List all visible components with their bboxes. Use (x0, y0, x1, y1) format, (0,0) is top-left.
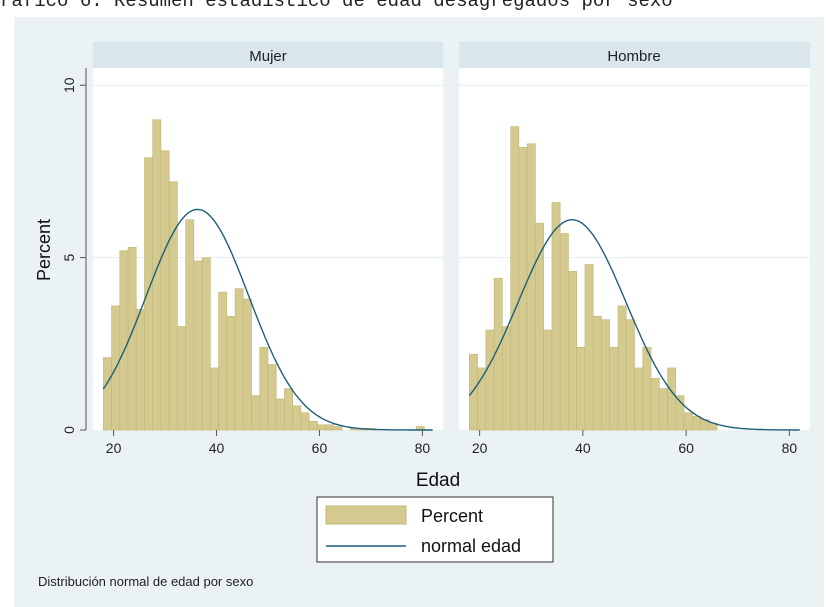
legend-swatch-percent (325, 505, 407, 525)
x-tick-label: 80 (782, 440, 798, 456)
histogram-bar (135, 309, 145, 431)
histogram-bar (584, 264, 594, 431)
histogram-bar (275, 398, 285, 431)
bars-hombre (469, 126, 718, 431)
histogram-bar (317, 424, 326, 431)
y-tick-label: 5 (61, 254, 77, 262)
histogram-bar (551, 202, 561, 431)
histogram-bar (518, 146, 528, 431)
histogram-bar (218, 291, 228, 431)
y-ticks: 0 5 10 (61, 77, 86, 434)
histogram-bar (325, 424, 335, 431)
x-ticks-mujer: 20 40 60 80 (106, 430, 431, 456)
histogram-bar (193, 260, 203, 431)
x-tick-label: 20 (106, 440, 122, 456)
strip-label-mujer: Mujer (249, 48, 287, 65)
y-tick-label: 0 (61, 426, 77, 434)
histogram-bar (251, 395, 261, 431)
normal-curve-hombre (468, 218, 800, 431)
legend: Percent normal edad (316, 496, 554, 563)
histogram-bar (634, 367, 644, 431)
x-tick-label: 20 (472, 440, 488, 456)
histogram-bar (502, 326, 511, 431)
histogram-bar (144, 157, 154, 431)
x-tick-label: 40 (209, 440, 225, 456)
histogram-bar (267, 364, 277, 431)
histogram-bar (119, 250, 129, 431)
y-axis: 0 5 10 Percent (34, 68, 87, 434)
histogram-bar (308, 421, 318, 431)
histogram-bar (333, 426, 343, 431)
histogram-bar (242, 298, 252, 431)
x-tick-label: 80 (415, 440, 431, 456)
normal-curve-mujer (102, 208, 433, 431)
x-tick-label: 60 (312, 440, 328, 456)
histogram-bar (576, 346, 586, 431)
x-axis-label: Edad (416, 470, 460, 491)
x-tick-label: 60 (678, 440, 694, 456)
histogram-bar (683, 412, 693, 431)
figure-caption: ráfico 6. Resumen estadístico de edad de… (0, 0, 673, 12)
histogram-bar (177, 326, 186, 431)
histogram-bar (292, 405, 302, 431)
strip-label-hombre: Hombre (607, 48, 660, 65)
histogram-bar (667, 367, 677, 431)
legend-label-percent: Percent (421, 506, 483, 526)
histogram-bar (510, 126, 520, 431)
bars-mujer (102, 119, 425, 431)
panel-hombre: Hombre 20 40 60 80 (459, 42, 810, 456)
histogram-bar (658, 388, 668, 431)
histogram-bar (642, 346, 652, 431)
histogram-bar (543, 329, 553, 431)
histogram-bar (609, 346, 619, 431)
histogram-bar (168, 181, 178, 431)
histogram-bar (226, 315, 236, 431)
chart-note: Distribución normal de edad por sexo (38, 574, 253, 589)
panel-mujer: Mujer 20 40 60 80 (93, 42, 443, 456)
histogram-bar (300, 412, 310, 431)
strip-hombre (459, 42, 810, 68)
histogram-bar (601, 319, 611, 431)
y-axis-label: Percent (34, 219, 54, 281)
x-tick-label: 40 (575, 440, 591, 456)
histogram-bar (526, 143, 536, 431)
histogram-bar (625, 319, 635, 431)
histogram-bar (284, 388, 294, 431)
histogram-bar (210, 367, 219, 431)
x-ticks-hombre: 20 40 60 80 (472, 430, 797, 456)
histogram-bar (485, 329, 495, 431)
histogram-bar (559, 233, 569, 431)
histogram-bar (469, 353, 478, 431)
histogram-bar (592, 315, 602, 431)
histogram-bar (617, 305, 627, 431)
histogram-bar (259, 346, 269, 431)
legend-label-normal: normal edad (421, 536, 521, 556)
y-tick-label: 10 (61, 77, 77, 93)
histogram-bar (234, 288, 244, 431)
histogram-bar (650, 377, 660, 431)
histogram-bar (692, 415, 701, 431)
histogram-bar (535, 222, 544, 431)
histogram-bar (568, 271, 577, 431)
histogram-bar (185, 219, 195, 431)
histogram-bar (160, 150, 170, 431)
strip-mujer (93, 42, 443, 68)
histogram-bar (201, 257, 211, 431)
histogram-bar (102, 357, 112, 431)
